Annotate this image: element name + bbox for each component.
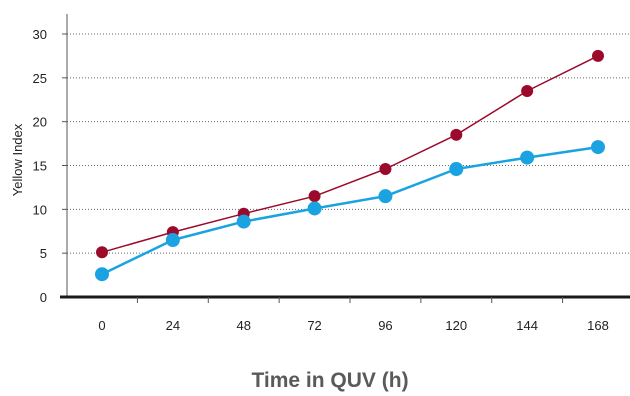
series-2-point [95, 267, 109, 282]
x-tick-label: 168 [587, 318, 609, 333]
series-1-point [379, 163, 392, 176]
series-2-point [591, 140, 605, 155]
series-1-point [308, 190, 321, 203]
y-tick-label: 30 [33, 27, 47, 42]
y-tick-labels: 0 5 10 15 20 25 30 [33, 27, 47, 305]
series-2-point [165, 233, 180, 248]
gridlines [62, 33, 630, 298]
x-tick-label: 72 [307, 318, 321, 333]
x-axis-title: Time in QUV (h) [251, 369, 408, 392]
series-1-line [101, 55, 599, 254]
x-tick-label: 96 [378, 318, 392, 333]
x-tick-label: 48 [236, 318, 250, 333]
x-tick-label: 24 [166, 318, 180, 333]
series-2-point [378, 189, 393, 204]
series-2 [95, 140, 605, 282]
y-tick-label: 5 [40, 246, 47, 261]
x-tick-label: 0 [98, 318, 105, 333]
series-2-point [520, 150, 535, 165]
series-1-point [592, 49, 604, 62]
series-2-point [307, 201, 322, 216]
x-tick-label: 144 [516, 318, 538, 333]
y-tick-label: 15 [33, 159, 47, 174]
series-2-point [449, 162, 464, 177]
series-group [95, 49, 605, 282]
series-2-point [236, 214, 251, 229]
series-1-point [450, 128, 463, 141]
y-tick-label: 10 [33, 202, 47, 217]
x-tick-label: 120 [445, 318, 467, 333]
y-axis-title: Yellow Index [10, 123, 25, 196]
y-tick-label: 0 [40, 290, 47, 305]
y-tick-label: 25 [33, 71, 47, 86]
y-tick-label: 20 [33, 115, 47, 130]
series-1-point [521, 84, 534, 97]
series-2-line [101, 145, 599, 276]
series-1-point [96, 246, 108, 259]
x-tick-labels: 0 24 48 72 96 120 144 168 [98, 297, 609, 333]
